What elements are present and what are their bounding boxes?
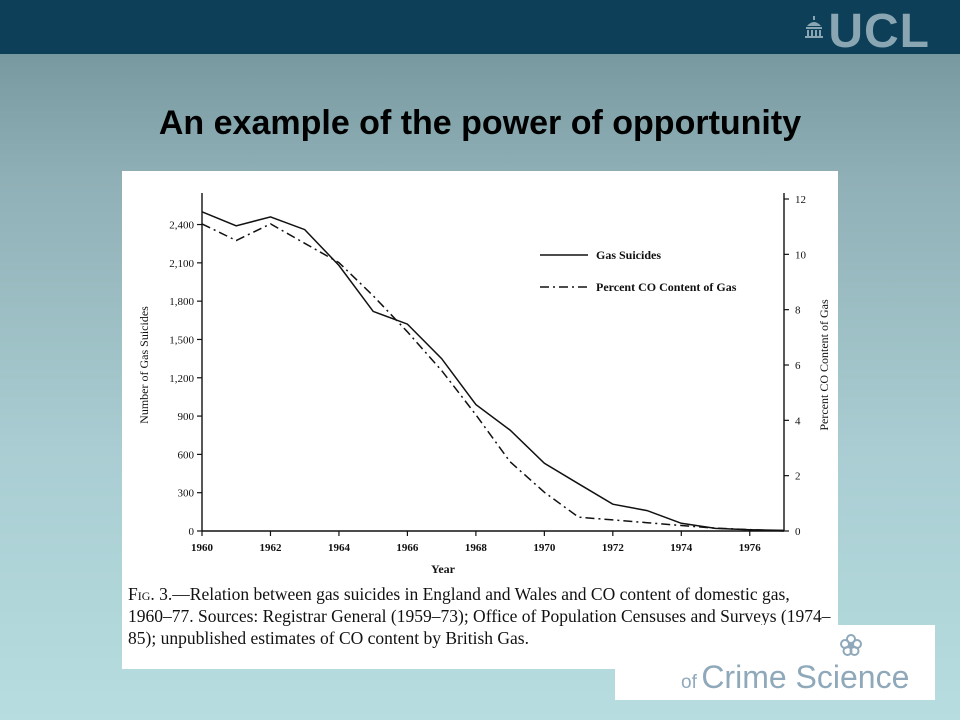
y-tick-label: 1,200	[169, 373, 194, 385]
x-tick-label: 1960	[191, 542, 214, 554]
y-tick-label: 0	[189, 526, 195, 538]
y-tick-label: 2,400	[169, 220, 194, 232]
y2-tick-label: 4	[795, 415, 801, 427]
jill-of-text: of	[681, 672, 697, 693]
line-chart: Year Number of Gas Suicides Percent CO Con…	[137, 193, 831, 576]
x-tick-label: 1964	[328, 542, 351, 554]
y2-tick-label: 10	[795, 249, 807, 261]
gas-suicides-series-line	[201, 211, 785, 532]
y2-tick-label: 6	[795, 360, 801, 372]
x-tick-label: 1968	[465, 542, 488, 554]
y-tick-label: 900	[178, 411, 195, 423]
co-content-series-line	[201, 223, 785, 532]
ucl-dome-icon	[805, 16, 824, 38]
y-axis-title: Number of Gas Suicides	[137, 306, 151, 424]
flower-icon	[840, 634, 862, 656]
x-tick-label: 1974	[670, 542, 693, 554]
y-tick-label: 1,800	[169, 296, 194, 308]
jill-name-text: Crime Science	[701, 659, 910, 695]
x-axis-title: Year	[431, 562, 456, 576]
chart-series	[201, 211, 785, 532]
chart-ticks: 0 300 600 900 1,200 1,500 1,800 2,100 2,400 0 2 4 6 8…	[169, 194, 806, 554]
x-tick-label: 1966	[396, 542, 419, 554]
logo-text: UCL	[828, 5, 930, 58]
figure-caption: Fig. 3.—Relation between gas suicides in…	[128, 583, 834, 649]
chart-legend: Gas Suicides Percent CO Content of Gas	[540, 248, 737, 294]
x-tick-label: 1972	[602, 542, 625, 554]
y2-tick-label: 12	[795, 194, 806, 206]
legend-label: Percent CO Content of Gas	[596, 280, 737, 294]
jill-dando-logo: of Crime Science	[615, 625, 935, 700]
y2-axis-title: Percent CO Content of Gas	[817, 299, 831, 431]
y2-tick-label: 2	[795, 471, 801, 483]
header-bar: UCL	[0, 0, 960, 58]
x-tick-label: 1962	[259, 542, 282, 554]
chart-axes: Year Number of Gas Suicides Percent CO Con…	[137, 193, 831, 576]
figure-panel: Year Number of Gas Suicides Percent CO Con…	[122, 171, 838, 669]
jill-dando-text: of Crime Science	[681, 659, 909, 696]
y-tick-label: 1,500	[169, 334, 194, 346]
y2-tick-label: 0	[795, 526, 801, 538]
y-tick-label: 300	[178, 488, 195, 500]
y-tick-label: 600	[178, 449, 195, 461]
y-tick-label: 2,100	[169, 258, 194, 270]
x-tick-label: 1976	[739, 542, 762, 554]
legend-label: Gas Suicides	[596, 248, 661, 262]
ucl-logo: UCL	[804, 5, 930, 58]
caption-text: —Relation between gas suicides in Englan…	[128, 584, 831, 648]
caption-label: Fig. 3.	[128, 584, 173, 604]
y2-tick-label: 8	[795, 305, 801, 317]
x-tick-label: 1970	[533, 542, 556, 554]
slide-title: An example of the power of opportunity	[158, 104, 802, 142]
